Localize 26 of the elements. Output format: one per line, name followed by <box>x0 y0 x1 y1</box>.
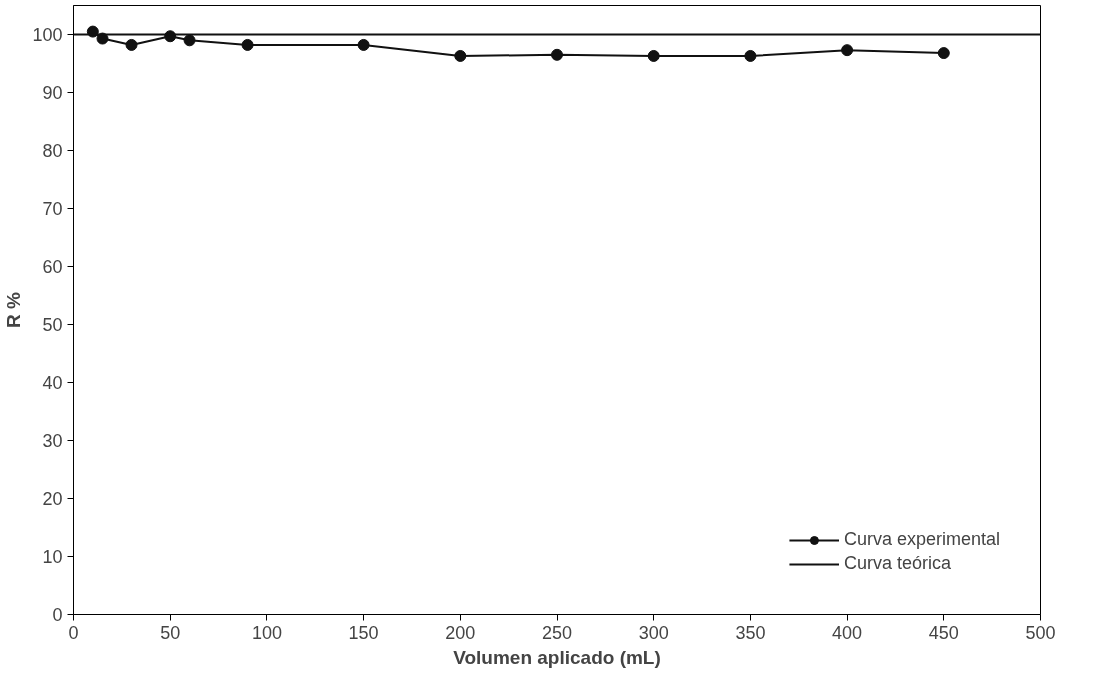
y-tick-label: 100 <box>32 25 63 45</box>
y-tick-label: 80 <box>42 141 63 161</box>
x-tick-label: 150 <box>348 622 379 643</box>
x-tick-label: 200 <box>445 622 476 643</box>
y-tick-label: 90 <box>42 83 63 103</box>
x-tick-label: 350 <box>735 622 766 643</box>
x-tick-label: 500 <box>1025 622 1056 643</box>
y-tick-label: 10 <box>42 547 63 567</box>
y-tick-label: 0 <box>52 605 63 625</box>
y-axis-title: R % <box>3 291 25 328</box>
y-tick-label: 50 <box>42 315 63 335</box>
x-tick-label: 50 <box>160 622 181 643</box>
x-tick-label: 300 <box>638 622 669 643</box>
x-tick-label: 450 <box>928 622 959 643</box>
x-tick-label: 400 <box>832 622 863 643</box>
y-tick-label: 40 <box>42 373 63 393</box>
y-tick-label: 70 <box>42 199 63 219</box>
legend-label: Curva experimental <box>843 529 1000 550</box>
x-axis-title: Volumen aplicado (mL) <box>453 646 661 668</box>
x-tick-label: 0 <box>68 622 79 643</box>
x-tick-label: 250 <box>541 622 573 643</box>
y-tick-label: 20 <box>42 489 63 509</box>
legend-label: Curva teórica <box>843 553 951 574</box>
y-tick-label: 60 <box>42 257 63 277</box>
x-tick-label: 100 <box>251 622 282 643</box>
y-tick-label: 30 <box>42 431 63 451</box>
